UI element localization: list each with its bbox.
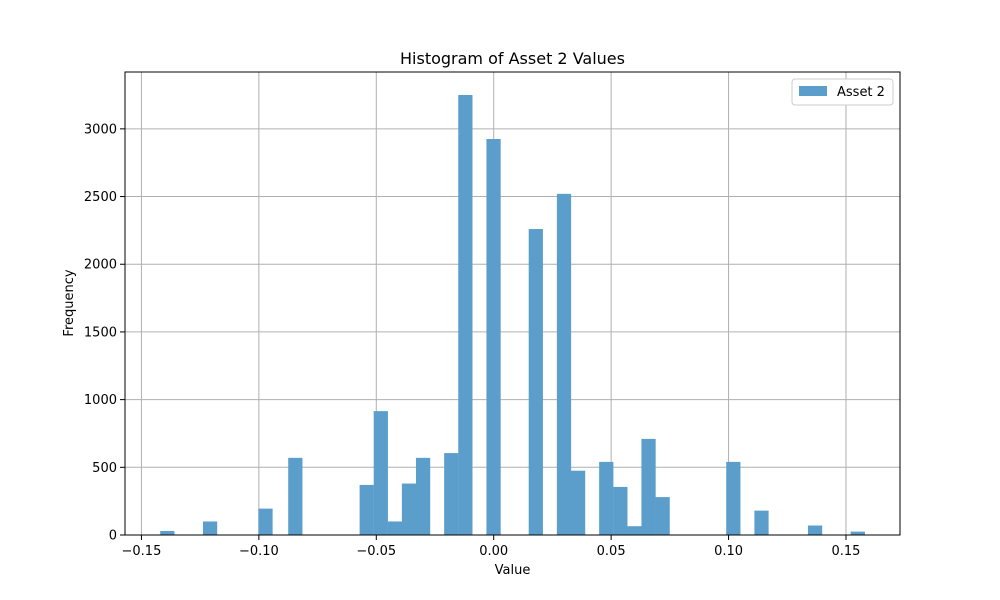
y-tick-label: 2000 [84, 258, 117, 273]
histogram-bar [202, 521, 218, 535]
histogram-bar [415, 457, 431, 535]
y-tick-label: 3000 [84, 122, 117, 137]
bars [160, 95, 865, 535]
x-tick-label: −0.15 [122, 544, 162, 559]
x-tick-label: 0.00 [479, 544, 508, 559]
histogram-bar [556, 193, 572, 535]
histogram-bar [627, 526, 642, 535]
histogram-bar [288, 457, 303, 535]
y-axis-label: Frequency [62, 269, 77, 336]
histogram-bar [599, 461, 614, 535]
histogram-bar [373, 411, 388, 535]
histogram-bar [807, 525, 823, 535]
y-tick-label: 0 [109, 529, 117, 544]
plot-frame [124, 71, 901, 536]
x-axis-label: Value [495, 563, 531, 578]
histogram-bar [850, 531, 865, 535]
histogram-bar [401, 483, 417, 535]
histogram-bar [641, 438, 656, 535]
histogram-bar [655, 497, 670, 535]
x-tick-label: −0.05 [356, 544, 396, 559]
chart-title: Histogram of Asset 2 Values [400, 49, 625, 68]
legend-box [791, 78, 894, 106]
histogram-bar [754, 510, 769, 535]
histogram-bar [458, 95, 473, 535]
legend-label-asset-2: Asset 2 [837, 85, 885, 100]
x-tick-label: 0.05 [597, 544, 626, 559]
histogram-bar [387, 521, 403, 535]
histogram-bar [726, 461, 741, 535]
y-axis-ticks: 0 500 1000 1500 2000 2500 3000 [84, 122, 125, 544]
histogram-bar [258, 508, 273, 535]
histogram-bar [160, 530, 175, 535]
y-tick-label: 2500 [84, 190, 117, 205]
legend: Asset 2 [791, 78, 894, 106]
histogram-bar [486, 139, 501, 535]
x-tick-label: 0.10 [714, 544, 743, 559]
histogram-bar [359, 484, 374, 535]
y-tick-label: 1500 [84, 325, 117, 340]
histogram-bar [570, 470, 586, 535]
histogram-bar [613, 486, 628, 535]
x-tick-label: −0.10 [239, 544, 279, 559]
x-tick-label: 0.15 [832, 544, 861, 559]
legend-swatch [799, 86, 827, 96]
histogram-bar [528, 229, 543, 535]
y-tick-label: 1000 [84, 393, 117, 408]
x-axis-ticks: −0.15 −0.10 −0.05 0.00 0.05 0.10 0.15 [122, 535, 861, 559]
y-tick-label: 500 [92, 461, 117, 476]
histogram-bar [444, 453, 459, 535]
